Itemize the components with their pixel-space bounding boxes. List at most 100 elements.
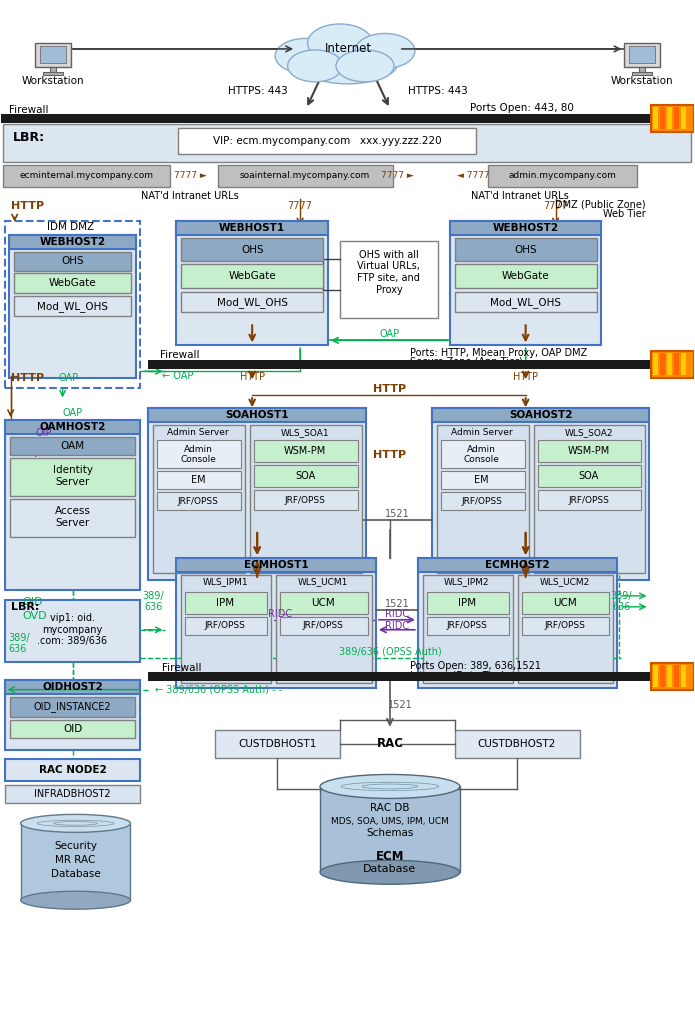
Ellipse shape: [21, 891, 131, 909]
Bar: [250, 426, 362, 573]
Text: OAM: OAM: [60, 441, 85, 451]
Bar: [651, 351, 694, 379]
Text: Intranet (Data Tier): Intranet (Data Tier): [410, 671, 505, 681]
Bar: [681, 353, 687, 376]
Text: LBR:: LBR:: [13, 131, 44, 145]
Bar: [5, 600, 140, 662]
Text: CUSTDBHOST2: CUSTDBHOST2: [477, 738, 556, 748]
Bar: [280, 591, 368, 614]
Bar: [441, 471, 525, 489]
Bar: [254, 490, 358, 510]
Text: Web Tier: Web Tier: [603, 209, 646, 219]
Text: MR RAC: MR RAC: [56, 855, 96, 865]
Text: Admin: Admin: [467, 445, 496, 454]
Text: Mod_WL_OHS: Mod_WL_OHS: [490, 297, 561, 307]
Bar: [1, 114, 651, 123]
Text: WSM-PM: WSM-PM: [567, 446, 610, 456]
Text: Ports: HTTP, Mbean Proxy, OAP DMZ: Ports: HTTP, Mbean Proxy, OAP DMZ: [410, 348, 587, 358]
Text: ECMHOST1: ECMHOST1: [244, 560, 309, 570]
Text: 7777 ►: 7777 ►: [174, 171, 206, 180]
Bar: [667, 353, 672, 376]
Text: WEBHOST2: WEBHOST2: [493, 223, 559, 232]
Bar: [455, 730, 580, 757]
Text: Access: Access: [55, 506, 90, 516]
Text: HTTP: HTTP: [10, 374, 44, 383]
Text: IPM: IPM: [458, 598, 476, 608]
Bar: [5, 420, 140, 589]
Bar: [149, 408, 366, 580]
Text: Virtual URLs,: Virtual URLs,: [357, 262, 420, 272]
Text: HTTPS: 443: HTTPS: 443: [408, 86, 468, 96]
Text: OID: OID: [23, 597, 43, 607]
Bar: [632, 72, 653, 75]
Bar: [3, 165, 170, 186]
Text: soainternal.mycompany.com: soainternal.mycompany.com: [240, 171, 370, 180]
Text: JRF/OPSS: JRF/OPSS: [446, 621, 487, 630]
Text: HTTP: HTTP: [373, 450, 407, 460]
Bar: [3, 124, 692, 162]
Text: DMZ (Public Zone): DMZ (Public Zone): [555, 200, 646, 210]
Text: 1521: 1521: [384, 509, 409, 519]
Ellipse shape: [355, 34, 415, 68]
Bar: [21, 824, 131, 900]
Bar: [437, 426, 529, 573]
Bar: [423, 575, 513, 683]
Text: 389/636 (OPSS Auth): 389/636 (OPSS Auth): [338, 646, 441, 657]
Text: JRF/OPSS: JRF/OPSS: [461, 497, 502, 506]
Text: LBR:: LBR:: [10, 602, 39, 612]
Bar: [186, 591, 267, 614]
Bar: [488, 165, 637, 186]
Text: 636: 636: [8, 643, 27, 654]
Text: Console: Console: [181, 455, 216, 463]
Text: JRF/OPSS: JRF/OPSS: [205, 621, 245, 630]
Text: Identity: Identity: [53, 465, 92, 475]
Text: ◄ 7777: ◄ 7777: [457, 171, 490, 180]
Bar: [681, 665, 687, 687]
Bar: [276, 575, 372, 683]
Bar: [14, 274, 131, 293]
Bar: [8, 234, 136, 248]
Text: IDM DMZ: IDM DMZ: [47, 222, 94, 231]
Text: WLS_SOA1: WLS_SOA1: [281, 428, 329, 437]
Text: .com: 389/636: .com: 389/636: [38, 635, 108, 645]
Text: OID_INSTANCE2: OID_INSTANCE2: [34, 701, 111, 712]
Text: JRF/OPSS: JRF/OPSS: [302, 621, 343, 630]
Text: Admin Server: Admin Server: [451, 428, 512, 437]
Text: 7777: 7777: [543, 201, 568, 211]
Bar: [660, 107, 665, 128]
Text: Workstation: Workstation: [611, 76, 673, 86]
Bar: [40, 46, 65, 63]
Bar: [681, 107, 687, 128]
Bar: [653, 353, 658, 376]
Text: VIP: ecm.mycompany.com   xxx.yyy.zzz.220: VIP: ecm.mycompany.com xxx.yyy.zzz.220: [213, 135, 441, 146]
Bar: [14, 296, 131, 317]
Ellipse shape: [288, 50, 343, 81]
Bar: [522, 617, 610, 635]
Bar: [10, 458, 136, 496]
Text: Server: Server: [56, 477, 90, 487]
Bar: [8, 234, 136, 379]
Bar: [42, 72, 63, 75]
Text: JRF/OPSS: JRF/OPSS: [285, 496, 325, 505]
Bar: [5, 680, 140, 749]
Bar: [534, 426, 646, 573]
Text: SOA: SOA: [295, 471, 316, 482]
Text: WebGate: WebGate: [49, 279, 97, 288]
Bar: [667, 665, 672, 687]
Bar: [653, 107, 658, 128]
Bar: [450, 221, 601, 234]
Text: 636: 636: [612, 602, 630, 612]
Text: OAP: OAP: [380, 330, 400, 339]
Text: OIP: OIP: [35, 429, 52, 438]
Ellipse shape: [336, 50, 394, 81]
Bar: [177, 221, 328, 234]
Bar: [49, 67, 56, 72]
Bar: [432, 408, 649, 422]
Text: HTTP: HTTP: [10, 201, 44, 211]
Bar: [538, 440, 641, 462]
Text: Admin Server: Admin Server: [167, 428, 229, 437]
Ellipse shape: [320, 860, 460, 885]
Text: WebGate: WebGate: [229, 272, 276, 281]
Text: WSM-PM: WSM-PM: [284, 446, 326, 456]
Text: RAC: RAC: [377, 737, 403, 750]
